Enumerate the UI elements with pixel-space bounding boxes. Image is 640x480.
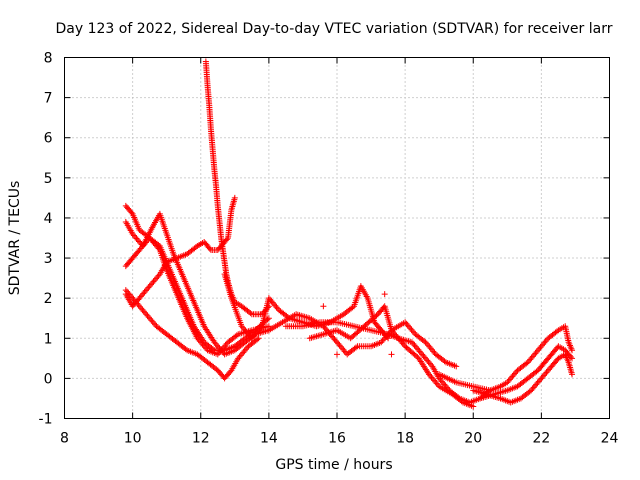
x-tick-label: 12 (192, 431, 210, 447)
x-tick-label: 8 (60, 431, 69, 447)
data-point-track-d (231, 194, 238, 201)
data-point-isolated (320, 303, 327, 310)
x-tick-label: 16 (328, 431, 346, 447)
data-point-track-d (192, 244, 199, 251)
data-point-isolated (334, 351, 340, 358)
y-tick-label: 1 (44, 331, 53, 347)
data-point-track-g (421, 338, 428, 345)
data-point-track-j (553, 328, 560, 335)
y-tick-label: 3 (44, 251, 53, 267)
y-tick-label: 2 (44, 291, 53, 307)
data-point-track-e (227, 368, 234, 375)
data-points (122, 58, 576, 410)
data-point-track-k (526, 388, 533, 395)
y-tick-label: 5 (44, 171, 53, 187)
data-point-track-g (332, 337, 339, 344)
data-point-track-i (400, 341, 407, 348)
data-point-track-a (264, 316, 271, 323)
data-point-track-d (206, 245, 213, 252)
data-point-track-l (569, 355, 576, 362)
data-point-track-l (567, 353, 574, 360)
data-point-track-g (441, 358, 448, 365)
x-tick-label: 18 (396, 431, 414, 447)
chart-title: Day 123 of 2022, Sidereal Day-to-day VTE… (56, 21, 613, 37)
data-point-isolated (381, 291, 388, 298)
data-point-track-a (265, 315, 272, 322)
y-axis-title: SDTVAR / TECUs (7, 181, 23, 296)
data-point-track-a (128, 209, 135, 216)
data-point-track-e (182, 346, 189, 353)
data-point-track-k (569, 371, 576, 378)
data-point-track-j (569, 347, 576, 354)
x-tick-label: 20 (464, 431, 482, 447)
data-point-track-g (352, 344, 359, 351)
x-tick-label: 24 (601, 431, 619, 447)
x-tick-label: 14 (260, 431, 278, 447)
data-point-isolated (388, 351, 395, 358)
data-point-track-g (453, 363, 460, 370)
y-tick-label: 8 (44, 51, 53, 67)
x-tick-label: 10 (124, 431, 142, 447)
grid-lines (64, 57, 610, 419)
data-point-spike (247, 310, 254, 317)
y-tick-label: 0 (44, 371, 53, 387)
y-tick-label: 4 (44, 211, 53, 227)
y-tick-label: 7 (44, 91, 53, 107)
x-tick-label: 22 (532, 431, 550, 447)
data-point-track-e (255, 335, 262, 342)
data-point-track-j (523, 360, 530, 367)
y-tick-label: -1 (39, 412, 53, 428)
data-point-track-e (254, 336, 261, 343)
data-point-track-i (470, 403, 477, 410)
data-point-track-i (458, 398, 465, 405)
data-point-track-b (233, 332, 240, 339)
y-tick-label: 6 (44, 131, 53, 147)
data-point-track-d (223, 236, 230, 243)
x-axis-title: GPS time / hours (275, 457, 392, 473)
